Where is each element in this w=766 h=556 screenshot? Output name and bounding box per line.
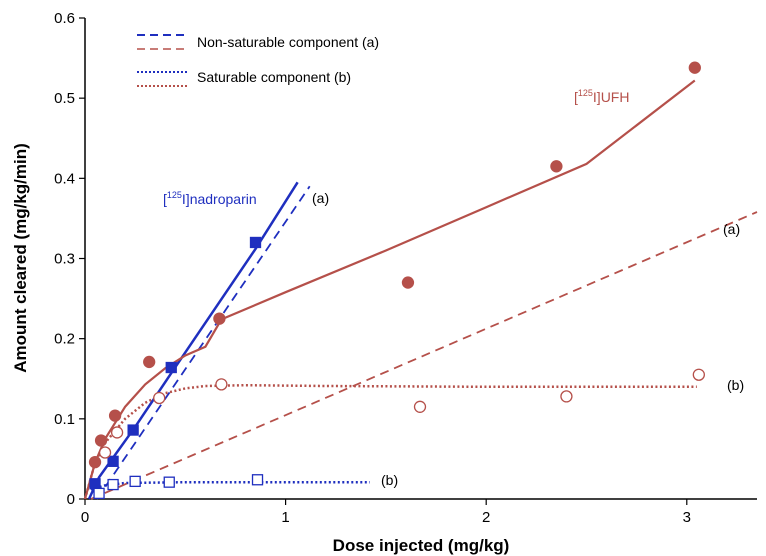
- nadroparin-measured-point: [89, 478, 101, 490]
- ufh-b-label: (b): [727, 377, 744, 393]
- legend-label-nonsaturable: Non-saturable component (a): [197, 34, 379, 50]
- y-tick-label: 0.4: [54, 170, 75, 187]
- y-tick-label: 0.6: [54, 10, 75, 27]
- x-tick-label: 3: [683, 509, 691, 526]
- ufh-label-prefix: [: [574, 89, 578, 105]
- nadroparin-label-suffix: I]nadroparin: [182, 191, 257, 207]
- nadroparin-saturable-point: [107, 478, 119, 491]
- data-markers: [88, 61, 705, 500]
- nadroparin-measured-point: [127, 424, 139, 436]
- y-tick-label: 0.3: [54, 251, 75, 268]
- nadroparin-fit-dashed: [96, 185, 311, 500]
- fit-lines: [83, 79, 758, 500]
- nadroparin-label-sup: 125: [167, 190, 182, 200]
- nadroparin-label: [125I]nadroparin: [163, 190, 257, 207]
- ufh-measured-point: [688, 61, 701, 74]
- y-axis-title: Amount cleared (mg/kg/min): [11, 143, 30, 373]
- ufh-saturable-point: [110, 426, 124, 439]
- nadroparin-b-label: (b): [381, 472, 398, 488]
- ufh-measured-point: [94, 434, 108, 447]
- nadroparin-fit-dotted: [90, 480, 370, 491]
- ufh-measured-point: [88, 455, 102, 469]
- ufh-saturable-point: [98, 446, 112, 459]
- ufh-saturable-point: [692, 368, 705, 381]
- ufh-measured-point: [401, 276, 415, 289]
- x-axis-title: Dose injected (mg/kg): [333, 536, 510, 555]
- ufh-saturable-point: [560, 390, 573, 403]
- y-tick-label: 0.2: [54, 331, 75, 348]
- legend-label-saturable: Saturable component (b): [197, 69, 351, 85]
- ufh-label-sup: 125: [578, 88, 593, 98]
- axes: [84, 18, 757, 500]
- nadroparin-saturable-point: [129, 475, 141, 488]
- ufh-label: [125I]UFH: [574, 88, 629, 105]
- ufh-measured-point: [213, 312, 226, 325]
- nadroparin-saturable-point: [93, 487, 105, 500]
- x-tick-label: 1: [281, 509, 289, 526]
- nadroparin-fit-solid: [87, 181, 299, 500]
- nadroparin-measured-point: [165, 361, 177, 374]
- nadroparin-saturable-point: [251, 474, 264, 486]
- nadroparin-label-prefix: [: [163, 191, 167, 207]
- ufh-saturable-point: [413, 400, 427, 413]
- ufh-measured-point: [108, 409, 122, 422]
- nadroparin-measured-point: [249, 236, 262, 249]
- nadroparin-a-label: (a): [312, 190, 329, 206]
- ticks: 0 1 2 3 0 0.1 0.2 0.3 0.4 0.5 0.6: [54, 10, 691, 526]
- ufh-fit-dashed: [90, 211, 758, 500]
- y-tick-label: 0.1: [54, 411, 75, 428]
- x-tick-label: 0: [81, 509, 89, 526]
- ufh-saturable-point: [153, 391, 166, 405]
- ufh-label-suffix: I]UFH: [593, 89, 630, 105]
- y-tick-label: 0: [67, 491, 75, 508]
- ufh-a-label: (a): [723, 221, 740, 237]
- nadroparin-measured-point: [107, 455, 119, 467]
- legend: Non-saturable component (a) Saturable co…: [137, 34, 379, 87]
- y-tick-label: 0.5: [54, 90, 75, 107]
- ufh-measured-point: [550, 160, 563, 173]
- x-tick-label: 2: [482, 509, 490, 526]
- ufh-measured-point: [143, 355, 156, 369]
- ufh-saturable-point: [215, 378, 228, 391]
- nadroparin-saturable-point: [163, 476, 175, 488]
- ufh-fit-solid: [83, 79, 696, 500]
